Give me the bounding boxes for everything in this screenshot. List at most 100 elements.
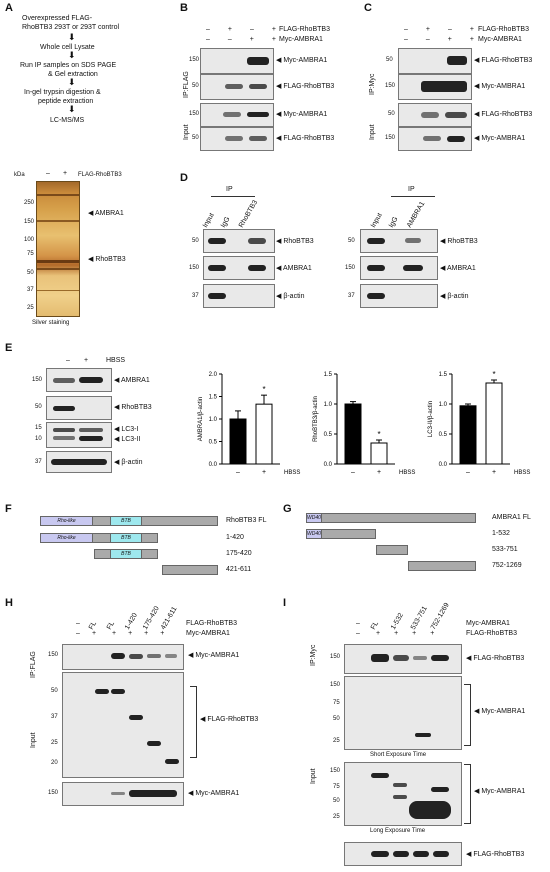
lane-label: 421-611 — [159, 605, 179, 631]
silver-staining-caption: Silver staining — [32, 320, 70, 326]
wd40-domain: WD40 — [306, 529, 322, 539]
blot-input-myc-ambra1 — [398, 127, 472, 151]
blot-input-flag-rhobtb3 — [344, 842, 462, 866]
blot-input-myc-long — [344, 762, 462, 826]
condition-signs: ––++ — [404, 36, 492, 43]
lane-label: Input — [201, 212, 216, 229]
workflow-step: Run IP samples on SDS PAGE — [20, 62, 117, 69]
row-label: ◀ FLAG-RhoBTB3 — [474, 111, 533, 118]
blot-input-flag-rhobtb3 — [62, 672, 184, 778]
input-label: Input — [30, 732, 37, 748]
y-tick-label: 1.5 — [324, 372, 333, 378]
x-tick-label: + — [377, 469, 381, 476]
mw-marker: 25 — [51, 740, 58, 746]
condition-signs: –+–+ — [206, 26, 294, 33]
row-label: ◀ AMBRA1 — [276, 265, 312, 272]
down-arrow-icon: ⬇ — [68, 104, 76, 114]
condition-label: FLAG-RhoBTB3 — [466, 630, 517, 637]
long-exposure-caption: Long Exposure Time — [370, 828, 426, 834]
lane-label: AMBRA1 — [405, 200, 427, 229]
quantification-charts: 0.0 0.5 1.0 1.5 2.0 AMBRA1/β-actin – + * HBSS 0.0… — [198, 370, 530, 476]
construct-ambra1-fl — [306, 513, 476, 523]
significance-mark: * — [262, 385, 265, 394]
plus-sign: + — [84, 357, 89, 364]
row-label: ◀ Myc-AMBRA1 — [474, 788, 526, 795]
down-arrow-icon: ⬇ — [68, 50, 76, 60]
btb-domain: BTB — [110, 516, 142, 526]
y-tick-label: 1.0 — [209, 417, 218, 423]
construct-label: AMBRA1 FL — [492, 514, 531, 521]
minus-sign: – — [356, 630, 360, 637]
row-label: ◀ FLAG-RhoBTB3 — [466, 851, 525, 858]
row-label: ◀ FLAG-RhoBTB3 — [466, 655, 525, 662]
row-label: ◀ RhoBTB3 — [440, 238, 478, 245]
construct-label: 533-751 — [492, 546, 518, 553]
btb-domain: BTB — [110, 533, 142, 543]
blot-ambra1 — [203, 256, 275, 280]
row-label: ◀ Myc-AMBRA1 — [474, 83, 526, 90]
condition-label: FLAG-RhoBTB3 — [478, 26, 529, 33]
ambra1-band-label: ◀ AMBRA1 — [88, 210, 124, 217]
mw-marker: 150 — [189, 57, 200, 63]
mw-marker: 100 — [24, 237, 35, 243]
panel-label-c: C — [364, 2, 372, 14]
construct-label: 1-420 — [226, 534, 244, 541]
panel-label-i: I — [283, 597, 287, 609]
lane-label: 1-532 — [389, 611, 405, 631]
mw-marker: 15 — [35, 425, 42, 431]
workflow-step: LC-MS/MS — [50, 117, 85, 124]
y-axis-label: LC3-II/β-actin — [428, 401, 434, 437]
kda-label: kDa — [14, 172, 25, 178]
hbss-tick-label: HBSS — [399, 470, 415, 476]
row-label: ◀ FLAG-RhoBTB3 — [200, 716, 259, 723]
panel-label-e: E — [5, 342, 13, 354]
blot-beta-actin — [46, 451, 112, 473]
construct-label: RhoBTB3 FL — [226, 517, 267, 524]
minus-sign: – — [76, 620, 80, 627]
rhobtb3-band-label: ◀ RhoBTB3 — [88, 256, 126, 263]
blot-beta-actin — [360, 284, 438, 308]
x-tick-label: + — [492, 469, 496, 476]
minus-sign: – — [66, 357, 70, 364]
bracket — [190, 686, 197, 758]
workflow-step: RhoBTB3 293T or 293T control — [22, 24, 120, 31]
x-tick-label: – — [466, 469, 470, 476]
construct-label: 1-532 — [492, 530, 510, 537]
mw-marker: 50 — [192, 83, 199, 89]
mw-marker: 75 — [333, 700, 340, 706]
ip-bracket-line — [391, 196, 435, 197]
mw-marker: 150 — [330, 654, 341, 660]
y-tick-label: 1.5 — [209, 395, 218, 401]
gel-band — [37, 194, 79, 196]
y-tick-label: 1.0 — [324, 402, 333, 408]
mw-marker: 150 — [48, 790, 59, 796]
y-tick-label: 0.5 — [324, 432, 333, 438]
row-label: ◀ Myc-AMBRA1 — [474, 708, 526, 715]
mw-marker: 150 — [48, 652, 59, 658]
plus-sign: + — [63, 170, 68, 177]
workflow-step: Overexpressed FLAG- — [22, 15, 93, 22]
mw-marker: 50 — [386, 57, 393, 63]
condition-signs: ++++ — [112, 630, 177, 637]
mw-marker: 50 — [35, 404, 42, 410]
y-tick-label: 0.5 — [209, 440, 218, 446]
row-label: ◀ β-actin — [440, 293, 469, 300]
chart-ambra1: 0.0 0.5 1.0 1.5 2.0 AMBRA1/β-actin – + * HBSS — [198, 372, 300, 476]
blot-input-myc-short — [344, 676, 462, 750]
minus-sign: – — [76, 630, 80, 637]
flag-rhobtb3-label: FLAG-RhoBTB3 — [78, 172, 122, 178]
mw-marker: 150 — [24, 219, 35, 225]
mw-marker: 10 — [35, 436, 42, 442]
mw-marker: 150 — [330, 768, 341, 774]
minus-sign: – — [46, 170, 50, 177]
mw-marker: 75 — [333, 784, 340, 790]
lane-label: RhoBTB3 — [237, 199, 260, 229]
blot-beta-actin — [203, 284, 275, 308]
y-tick-label: 2.0 — [209, 372, 218, 378]
row-label: ◀ β-actin — [276, 293, 305, 300]
mw-marker: 50 — [333, 798, 340, 804]
mw-marker: 250 — [24, 200, 35, 206]
condition-signs: –+–+ — [404, 26, 492, 33]
ip-myc-label: IP:Myc — [310, 644, 317, 666]
mw-marker: 150 — [32, 377, 43, 383]
